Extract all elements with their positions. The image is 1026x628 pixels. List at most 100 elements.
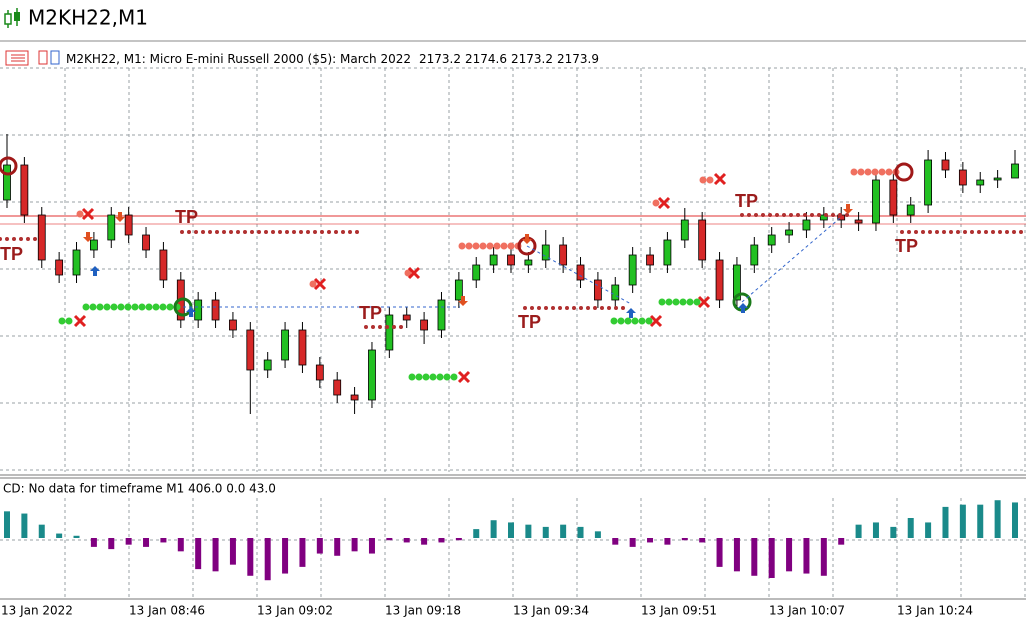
- histogram-bar: [455, 538, 462, 541]
- histogram-bar: [994, 500, 1001, 538]
- signal-dot: [327, 230, 331, 234]
- signal-dot: [775, 213, 779, 217]
- exit-cross: [407, 266, 421, 280]
- signal-dot: [645, 317, 653, 325]
- histogram-bar: [143, 538, 150, 547]
- histogram-bar: [195, 538, 202, 570]
- candle-body: [680, 219, 689, 241]
- signal-dot: [399, 325, 403, 329]
- histogram-bar: [4, 511, 10, 538]
- buy-arrow: [186, 307, 196, 317]
- candle-body: [854, 219, 863, 224]
- signal-dot: [900, 230, 904, 234]
- candle-body: [194, 299, 203, 321]
- signal-dot: [507, 242, 515, 250]
- signal-dot: [166, 303, 174, 311]
- signal-dot: [33, 237, 37, 241]
- signal-dot: [378, 325, 382, 329]
- candle-body: [559, 244, 568, 266]
- candle-body: [55, 259, 64, 276]
- signal-dot: [803, 213, 807, 217]
- signal-dot: [572, 306, 576, 310]
- histogram-bar: [594, 531, 601, 538]
- signal-dot: [152, 303, 160, 311]
- histogram-bar: [664, 538, 671, 545]
- histogram-bar: [647, 538, 654, 543]
- signal-dot: [222, 230, 226, 234]
- candle-body: [958, 169, 967, 186]
- signal-dot: [754, 213, 758, 217]
- chart-icon: [4, 8, 20, 28]
- signal-dot: [299, 230, 303, 234]
- candle-body: [333, 379, 342, 396]
- last-high: 2174.6: [465, 52, 507, 66]
- signal-dot: [450, 373, 458, 381]
- compare-icon[interactable]: [50, 50, 60, 65]
- compare-icon[interactable]: [38, 50, 48, 65]
- tp-label: TP: [0, 244, 23, 264]
- signal-dot: [180, 230, 184, 234]
- signals: [0, 156, 1023, 384]
- signal-dot: [76, 210, 84, 218]
- signal-dot: [371, 325, 375, 329]
- last-low: 2173.2: [511, 52, 553, 66]
- histogram-bar: [560, 524, 567, 538]
- signal-dot: [624, 317, 632, 325]
- buy-arrow: [738, 303, 748, 313]
- signal-dot: [1005, 230, 1009, 234]
- signal-dot: [422, 373, 430, 381]
- symbol-description: M2KH22, M1: Micro E-mini Russell 2000 ($…: [66, 52, 411, 66]
- signal-dot: [845, 213, 849, 217]
- candle-body: [37, 214, 46, 261]
- x-tick-label: 13 Jan 09:18: [385, 604, 461, 618]
- sell-arrow: [83, 232, 93, 242]
- histogram-bar: [942, 506, 949, 538]
- signal-dot: [638, 317, 646, 325]
- signal-dot: [949, 230, 953, 234]
- histogram-bar: [612, 538, 619, 545]
- sell-arrow: [115, 212, 125, 222]
- histogram-bar: [368, 538, 375, 554]
- signal-dot: [838, 213, 842, 217]
- histogram-bar: [925, 522, 932, 538]
- signal-dot: [138, 303, 146, 311]
- signal-dot: [658, 298, 666, 306]
- exit-cross: [313, 277, 327, 291]
- histogram-bar: [820, 538, 827, 576]
- x-tick-label: 13 Jan 10:24: [897, 604, 973, 618]
- signal-dot: [1012, 230, 1016, 234]
- histogram-bar: [890, 526, 897, 538]
- candle-body: [872, 179, 880, 224]
- x-tick-label: 13 Jan 08:46: [129, 604, 205, 618]
- histogram-bar: [733, 538, 740, 572]
- signal-dot: [236, 230, 240, 234]
- toolbar-icons[interactable]: [5, 50, 60, 66]
- signal-dot: [864, 168, 872, 176]
- signal-dot: [544, 306, 548, 310]
- histogram-bar: [577, 526, 584, 538]
- signal-dot: [472, 242, 480, 250]
- histogram: [4, 500, 1018, 581]
- signal-dot: [679, 298, 687, 306]
- histogram-bar: [716, 538, 723, 567]
- histogram-bar: [229, 538, 236, 565]
- signal-dot: [271, 230, 275, 234]
- signal-dot: [850, 168, 858, 176]
- signal-dot: [392, 325, 396, 329]
- tp-label: TP: [175, 207, 198, 227]
- signal-dot: [250, 230, 254, 234]
- histogram-bar: [386, 538, 393, 541]
- signal-dot: [747, 213, 751, 217]
- signal-dot: [652, 199, 660, 207]
- buy-arrow: [90, 266, 100, 276]
- candle-body: [20, 164, 29, 216]
- histogram-bar: [160, 538, 167, 543]
- signal-dot: [998, 230, 1002, 234]
- candle-body: [107, 214, 116, 241]
- signal-dot: [928, 230, 932, 234]
- histogram-bar: [438, 538, 445, 543]
- indicator-label: CD: No data for timeframe M1 406.0 0.0 4…: [3, 482, 276, 496]
- candle-body: [715, 259, 724, 301]
- signal-dot: [871, 168, 879, 176]
